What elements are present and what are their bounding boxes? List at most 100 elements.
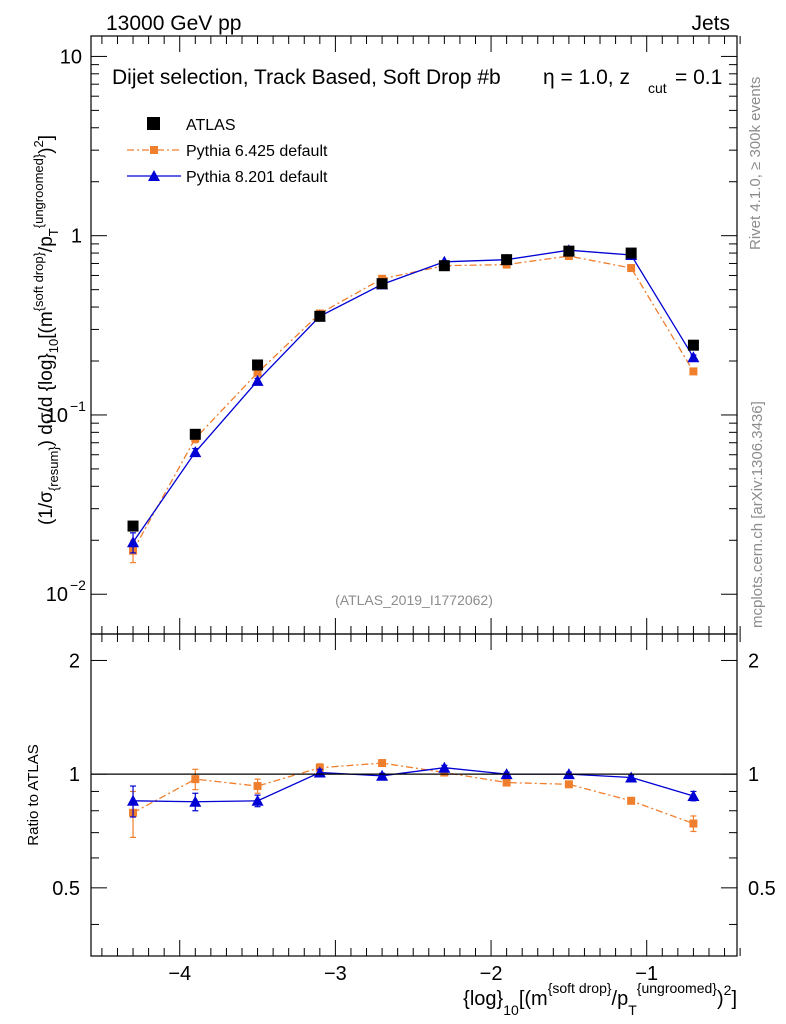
pythia6-point <box>253 368 262 377</box>
pythia6-ratio-point <box>378 759 387 768</box>
x-tick-label: −4 <box>168 963 191 985</box>
ylabel-part: /p <box>36 236 57 252</box>
zcut-value: = 0.1 <box>675 66 722 89</box>
svg-text:(1/σ{resum}) dσ/d {log}10[(m{s: (1/σ{resum}) dσ/d {log}10[(m{soft drop}/… <box>31 135 61 525</box>
x-axis-label: {log}10[(m{soft drop}/pT{ungroomed})2] <box>463 980 737 1018</box>
atlas-point <box>127 520 139 532</box>
xlabel-part: /p <box>612 988 629 1010</box>
rivet-version-label: Rivet 4.1.0, ≥ 300k events <box>747 77 764 250</box>
xlabel-part: T <box>628 1002 637 1018</box>
xlabel-part: {log} <box>463 988 503 1010</box>
legend-pythia8-marker <box>148 170 160 181</box>
energy-label: 13000 GeV pp <box>106 12 241 35</box>
xlabel-part: ) <box>717 988 724 1010</box>
main-y-axis-label: (1/σ{resum}) dσ/d {log}10[(m{soft drop}/… <box>31 135 61 525</box>
ylabel-part: {soft drop} <box>31 251 46 311</box>
ratio-y-tick-label: 2 <box>69 650 80 672</box>
pythia6-ratio-point <box>191 775 200 784</box>
pythia6-point <box>689 367 698 376</box>
atlas-point <box>376 278 388 290</box>
ylabel-part: ] <box>36 135 57 140</box>
atlas-point <box>438 260 450 272</box>
selection-label: Dijet selection, Track Based, Soft Drop … <box>112 66 501 89</box>
pythia6-point <box>627 264 636 273</box>
legend-atlas-marker <box>147 117 160 130</box>
xlabel-part: 10 <box>503 1002 519 1018</box>
ratio-y-axis-label: Ratio to ATLAS <box>25 744 42 845</box>
legend-pythia6-label: Pythia 6.425 default <box>186 143 328 160</box>
ratio-plot-frame <box>90 633 738 957</box>
mcplots-label: mcplots.cern.ch [arXiv:1306.3436] <box>749 401 766 628</box>
ratio-series-layer <box>127 759 700 839</box>
pythia8-line <box>132 249 694 543</box>
xlabel-part: 2 <box>724 982 732 998</box>
xlabel-part: {soft drop} <box>548 980 612 996</box>
pythia8-ratio-line <box>133 767 694 803</box>
pythia8-ratio-point <box>376 769 389 781</box>
pythia6-ratio-point <box>564 780 573 789</box>
analysis-id: (ATLAS_2019_I1772062) <box>335 592 493 608</box>
x-tick-label: −2 <box>480 963 503 985</box>
ylabel-part: 10 <box>46 339 61 353</box>
ratio-y-tick-label-right: 1 <box>748 764 759 786</box>
pythia8-ratio-point <box>189 795 202 807</box>
eta-label: η = 1.0, z <box>543 66 630 89</box>
y-tick-label: 10 <box>46 584 68 606</box>
pythia6-ratio-point <box>689 819 698 828</box>
ratio-y-tick-label-right: 0.5 <box>748 878 776 900</box>
zcut-subscript: cut <box>648 80 667 96</box>
x-tick-label: −1 <box>635 963 658 985</box>
pythia6-ratio-point <box>253 782 262 791</box>
pythia8-ratio-point <box>438 761 451 773</box>
process-label: Jets <box>691 12 730 35</box>
y-tick-exponent: −1 <box>70 398 86 414</box>
xlabel-part: [(m <box>519 988 548 1010</box>
ylabel-part: ) <box>36 147 57 153</box>
ylabel-part: 2 <box>31 140 46 147</box>
xlabel-part: {ungroomed} <box>637 980 718 996</box>
atlas-point <box>501 254 513 266</box>
ylabel-part: (1/σ <box>36 491 57 525</box>
ylabel-part: ) dσ/d {log} <box>36 353 57 446</box>
ratio-y-tick-label: 1 <box>69 764 80 786</box>
pythia8-point <box>127 536 140 548</box>
pythia8-point <box>251 374 264 386</box>
legend: ATLAS Pythia 6.425 default Pythia 8.201 … <box>127 117 328 186</box>
ratio-y-tick-label-right: 2 <box>748 650 759 672</box>
pythia8-ratio-point <box>625 771 638 783</box>
pythia8-ratio-point <box>127 794 140 806</box>
x-tick-label: −3 <box>324 963 347 985</box>
pythia8-point <box>687 351 700 363</box>
y-tick-label: 10 <box>60 46 82 68</box>
legend-atlas-label: ATLAS <box>186 117 236 134</box>
pythia8-point <box>189 446 202 458</box>
pythia8-ratio-point <box>251 794 264 806</box>
pythia8-ratio-point <box>313 766 326 778</box>
atlas-point <box>314 310 326 322</box>
plot-title: Dijet selection, Track Based, Soft Drop … <box>112 66 722 96</box>
y-tick-label: 1 <box>71 226 82 248</box>
ylabel-part: T <box>46 228 61 236</box>
pythia6-ratio-point <box>502 778 511 787</box>
atlas-point <box>252 359 264 371</box>
atlas-point <box>563 245 575 257</box>
ylabel-part: {resum} <box>46 446 61 491</box>
legend-pythia8-label: Pythia 8.201 default <box>186 169 328 186</box>
ratio-y-tick-label: 0.5 <box>52 878 80 900</box>
atlas-point <box>189 428 201 440</box>
legend-pythia6-marker <box>150 146 158 154</box>
pythia6-line <box>132 255 694 551</box>
pythia8-ratio-point <box>687 790 700 802</box>
pythia6-ratio-line <box>132 762 694 825</box>
ylabel-part: [(m <box>36 311 57 338</box>
atlas-point <box>625 247 637 259</box>
ratio-axis-ticks: 2 2 1 1 0.5 0.5 −4 −3 −2 −1 <box>52 634 776 985</box>
atlas-point <box>687 339 699 351</box>
xlabel-part: ] <box>731 988 737 1010</box>
y-tick-exponent: −2 <box>70 577 86 593</box>
y-tick-label: 10 <box>46 405 68 427</box>
main-series-layer <box>127 244 700 564</box>
ylabel-part: {ungroomed} <box>31 153 46 228</box>
